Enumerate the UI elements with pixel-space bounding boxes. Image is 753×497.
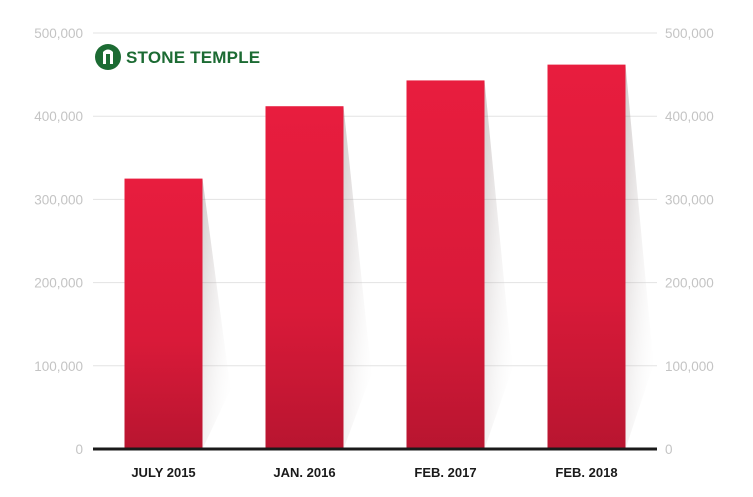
y-tick-label-right: 300,000 — [665, 192, 714, 207]
y-tick-label-right: 500,000 — [665, 26, 714, 41]
logo-text: STONE TEMPLE — [126, 48, 260, 67]
y-tick-label-left: 0 — [75, 442, 83, 457]
bar-shadows — [202, 64, 654, 449]
bar — [124, 178, 203, 449]
x-tick-label: JAN. 2016 — [273, 465, 335, 480]
bars — [124, 64, 626, 449]
y-tick-label-right: 100,000 — [665, 359, 714, 374]
y-axis-right: 0 100,000 200,000 300,000 400,000 500,000 — [665, 26, 714, 457]
y-axis-left: 0 100,000 200,000 300,000 400,000 500,000 — [34, 26, 83, 457]
stone-temple-logo: STONE TEMPLE — [95, 44, 260, 70]
y-tick-label-left: 300,000 — [34, 192, 83, 207]
y-tick-label-right: 400,000 — [665, 109, 714, 124]
bar — [265, 106, 344, 449]
y-tick-label-left: 400,000 — [34, 109, 83, 124]
y-tick-label-left: 200,000 — [34, 276, 83, 291]
x-tick-label: FEB. 2018 — [555, 465, 617, 480]
bar — [406, 80, 485, 449]
bar — [547, 64, 626, 449]
x-tick-label: JULY 2015 — [131, 465, 195, 480]
y-tick-label-right: 200,000 — [665, 276, 714, 291]
x-tick-label: FEB. 2017 — [414, 465, 476, 480]
bar-shadow — [484, 80, 513, 449]
x-axis: JULY 2015 JAN. 2016 FEB. 2017 FEB. 2018 — [131, 465, 617, 480]
bar-shadow — [625, 64, 654, 449]
bar-shadow — [202, 178, 231, 449]
y-tick-label-left: 100,000 — [34, 359, 83, 374]
bar-shadow — [343, 106, 372, 449]
y-tick-label-right: 0 — [665, 442, 673, 457]
y-tick-label-left: 500,000 — [34, 26, 83, 41]
